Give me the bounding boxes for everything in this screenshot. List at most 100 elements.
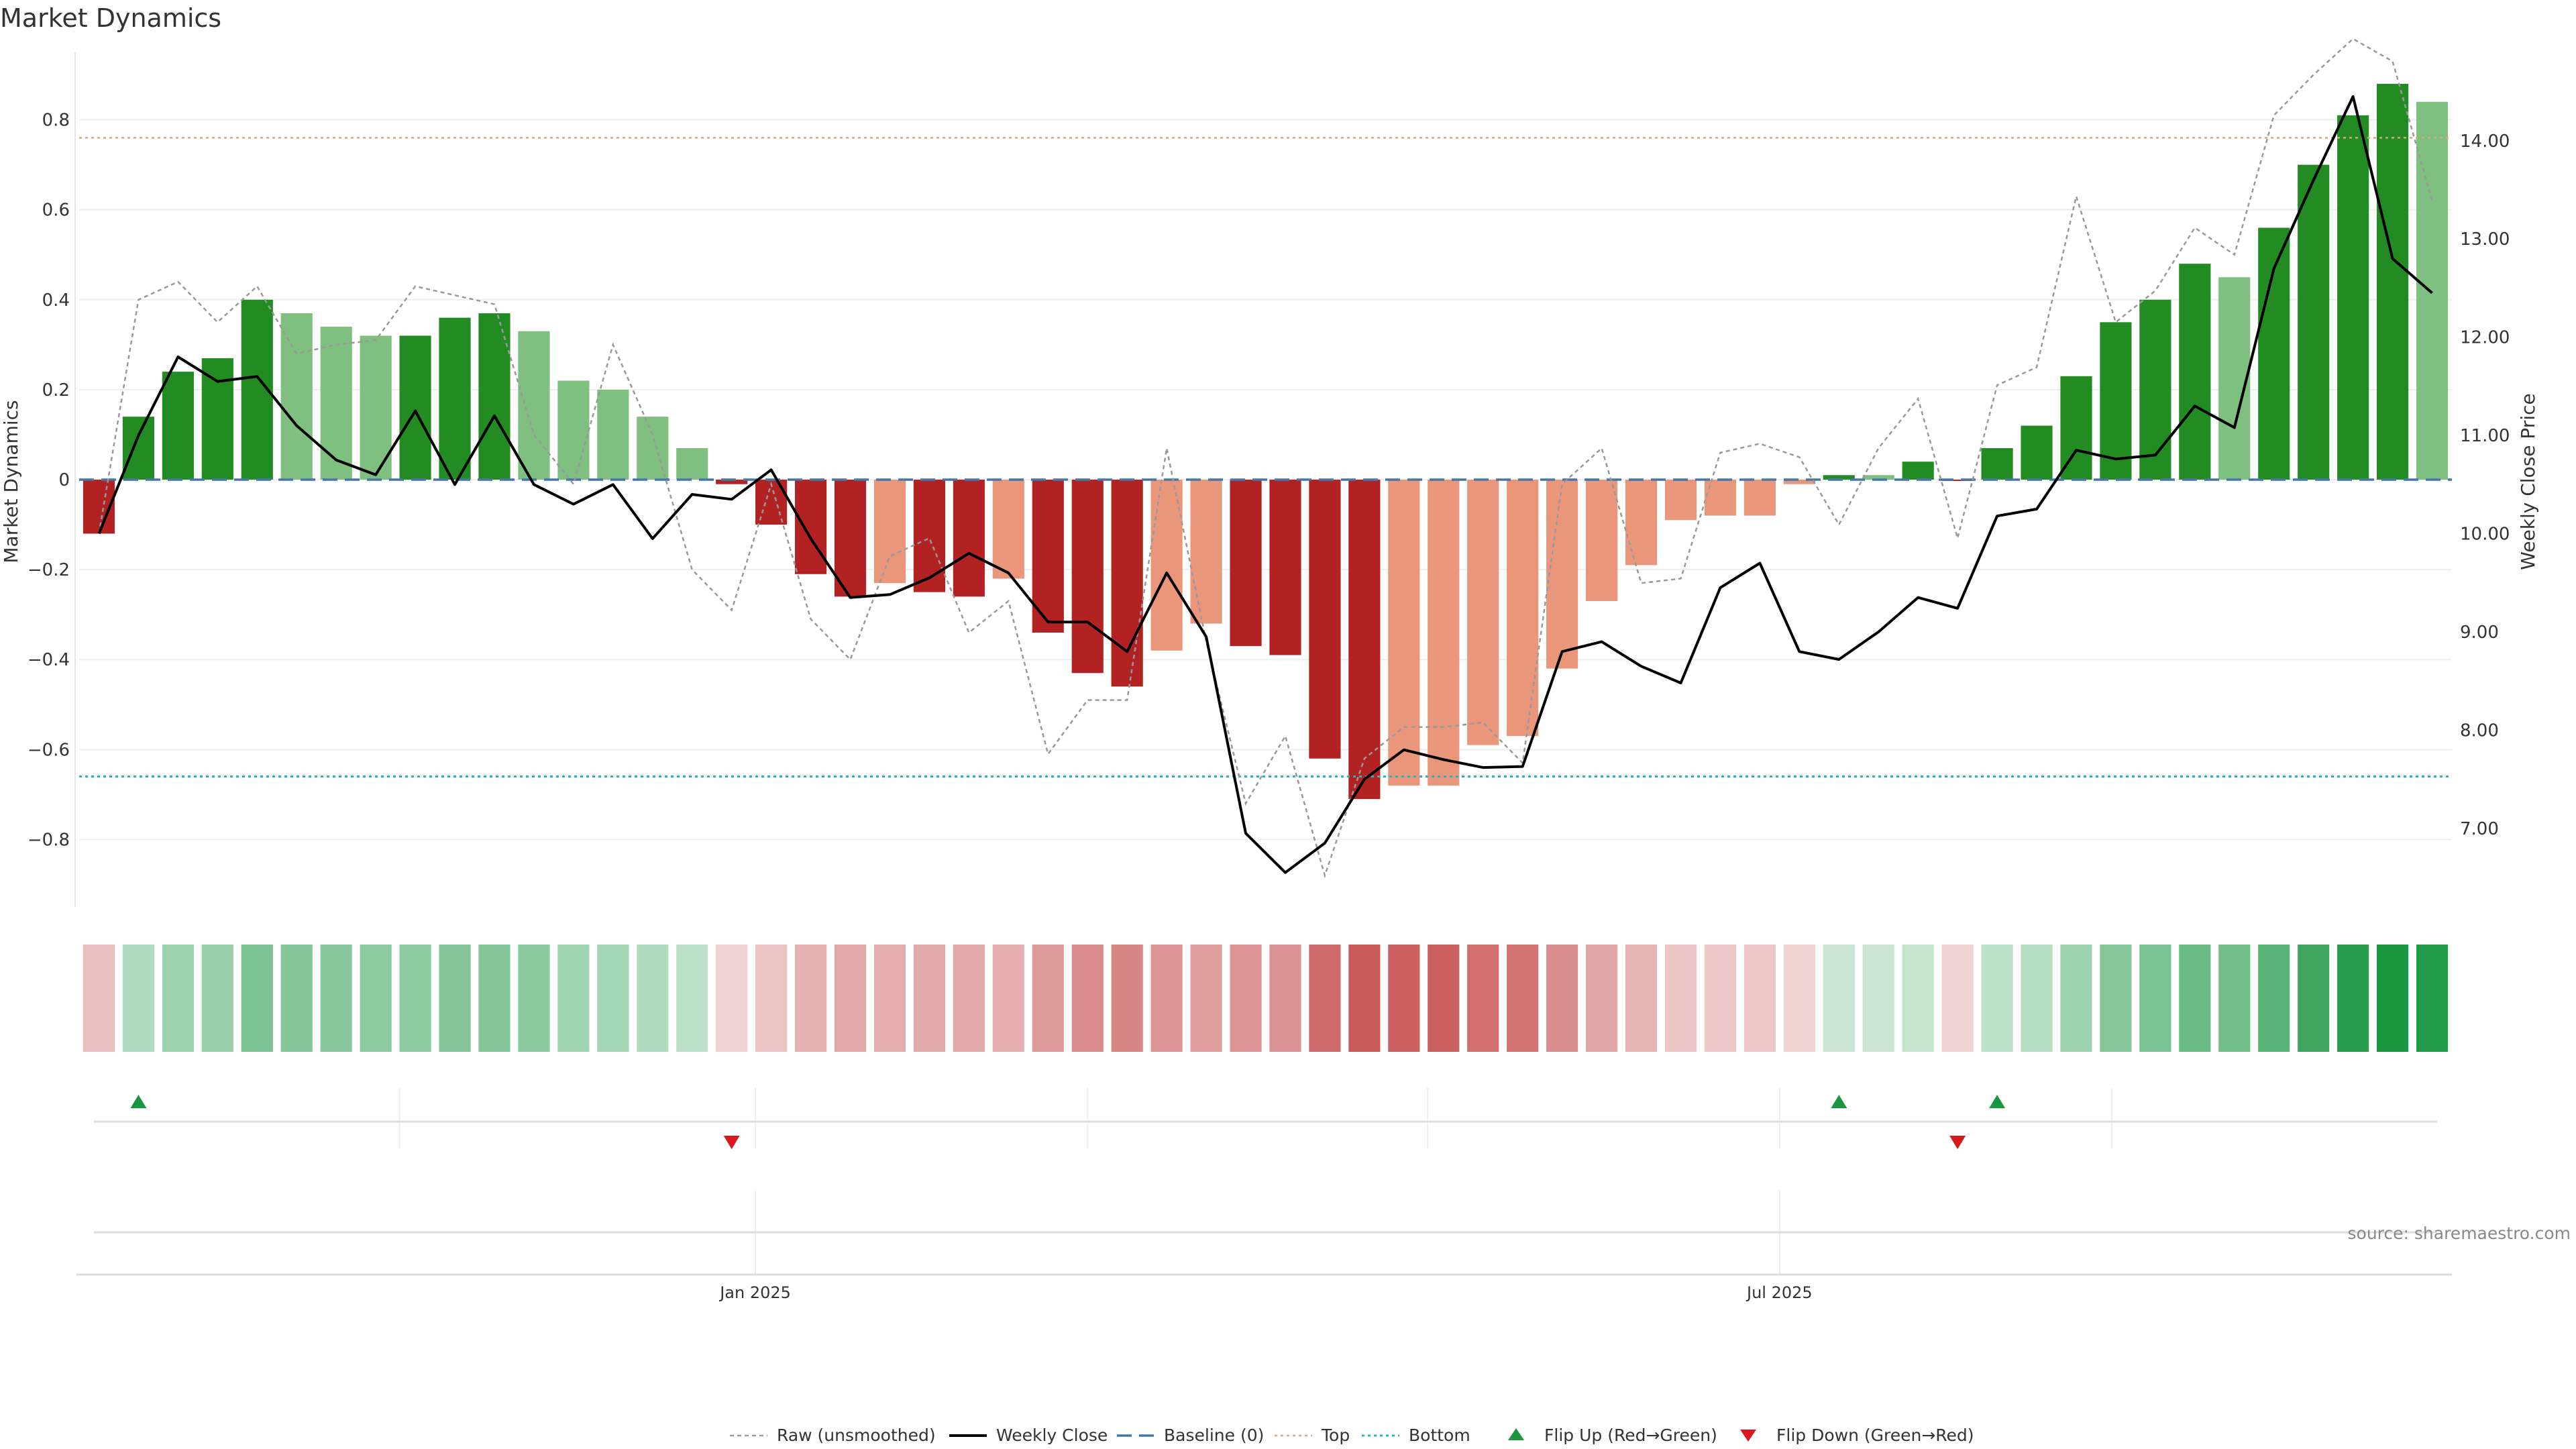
bar <box>834 480 867 597</box>
heat-cell <box>1862 945 1894 1052</box>
bar <box>1269 480 1301 655</box>
bar <box>518 331 550 480</box>
heat-cell <box>1348 945 1381 1052</box>
legend-flip-up-swatch <box>1508 1428 1524 1440</box>
bar <box>1941 480 1974 482</box>
heat-cell <box>1585 945 1618 1052</box>
y2-tick-label: 14.00 <box>2460 131 2510 152</box>
bar <box>1783 480 1815 484</box>
bar <box>1823 475 1855 480</box>
bar <box>716 480 748 484</box>
y-tick-label: 0.6 <box>42 201 70 221</box>
heat-cell <box>953 945 985 1052</box>
flip-markers-panel <box>94 1088 2437 1275</box>
y-tick-label: 0.4 <box>42 290 70 311</box>
heat-cell <box>1941 945 1974 1052</box>
heat-cell <box>2416 945 2449 1052</box>
left-axis-label: Market Dynamics <box>0 400 22 563</box>
heat-cell <box>1230 945 1262 1052</box>
right-axis: 14.00 13.00 12.00 11.00 10.00 9.00 8.00 7.00 <box>2460 131 2510 839</box>
y-tick-label: −0.2 <box>28 560 70 580</box>
y-tick-label: 0.2 <box>42 380 70 400</box>
heat-cell <box>794 945 827 1052</box>
heat-cell <box>2298 945 2330 1052</box>
y-tick-label: −0.8 <box>28 830 70 850</box>
legend-label: Weekly Close <box>996 1426 1108 1445</box>
heat-cell <box>1625 945 1658 1052</box>
bar <box>676 448 708 480</box>
heat-cell <box>2258 945 2290 1052</box>
bar <box>439 317 471 480</box>
flip-down-marker <box>1949 1136 1966 1149</box>
heat-cell <box>716 945 748 1052</box>
heat-cell <box>280 945 313 1052</box>
heatmap-strip <box>83 945 2449 1052</box>
y2-tick-label: 7.00 <box>2460 819 2499 839</box>
raw-series-line <box>98 38 2433 879</box>
flip-up-marker <box>130 1095 147 1108</box>
source-label: source: sharemaestro.com <box>2348 1224 2571 1243</box>
bar <box>794 480 827 574</box>
bar <box>1348 480 1381 800</box>
heat-cell <box>1783 945 1815 1052</box>
legend-label: Flip Up (Red→Green) <box>1544 1426 1717 1445</box>
bars-layer <box>83 83 2449 800</box>
heat-cell <box>1664 945 1697 1052</box>
bar <box>1071 480 1104 674</box>
bar <box>1585 480 1618 602</box>
heat-cell <box>1467 945 1499 1052</box>
heat-cell <box>478 945 511 1052</box>
y-tick-label: −0.6 <box>28 740 70 760</box>
bar <box>2100 322 2132 480</box>
heat-cell <box>597 945 629 1052</box>
y2-tick-label: 10.00 <box>2460 525 2510 545</box>
bar <box>2376 83 2409 480</box>
heat-cell <box>2021 945 2053 1052</box>
legend-label: Bottom <box>1409 1426 1470 1445</box>
heat-cell <box>2139 945 2171 1052</box>
bar <box>557 380 590 480</box>
bar <box>1546 480 1578 669</box>
legend-label: Raw (unsmoothed) <box>777 1426 936 1445</box>
heat-cell <box>1269 945 1301 1052</box>
heat-cell <box>676 945 708 1052</box>
bar <box>399 335 431 480</box>
flip-up-marker <box>1989 1095 2006 1108</box>
bar <box>1111 480 1143 687</box>
bar <box>1150 480 1183 651</box>
bar <box>2139 299 2171 480</box>
heat-cell <box>201 945 233 1052</box>
heat-cell <box>439 945 471 1052</box>
bar <box>1467 480 1499 745</box>
heat-cell <box>1190 945 1222 1052</box>
y2-tick-label: 11.00 <box>2460 426 2510 446</box>
heat-cell <box>1388 945 1420 1052</box>
heat-cell <box>1546 945 1578 1052</box>
heat-cell <box>518 945 550 1052</box>
lines-layer <box>79 38 2452 879</box>
heat-cell <box>913 945 946 1052</box>
bar <box>122 417 155 480</box>
bar <box>2021 425 2053 480</box>
bar <box>1230 480 1262 647</box>
bar <box>1664 480 1697 521</box>
heat-cell <box>83 945 115 1052</box>
heat-cell <box>1507 945 1539 1052</box>
y-tick-label: 0 <box>58 470 70 490</box>
heat-cell <box>162 945 194 1052</box>
y2-tick-label: 9.00 <box>2460 623 2499 643</box>
heat-cell <box>320 945 352 1052</box>
bar <box>1981 448 2013 480</box>
bar <box>1704 480 1737 516</box>
bar <box>1428 480 1460 786</box>
heat-cell <box>1111 945 1143 1052</box>
heat-cell <box>1704 945 1737 1052</box>
bar <box>280 313 313 480</box>
heat-cell <box>1743 945 1776 1052</box>
heat-cell <box>1071 945 1104 1052</box>
heat-cell <box>992 945 1024 1052</box>
heat-cell <box>1032 945 1064 1052</box>
y2-tick-label: 13.00 <box>2460 229 2510 250</box>
bar <box>478 313 511 480</box>
